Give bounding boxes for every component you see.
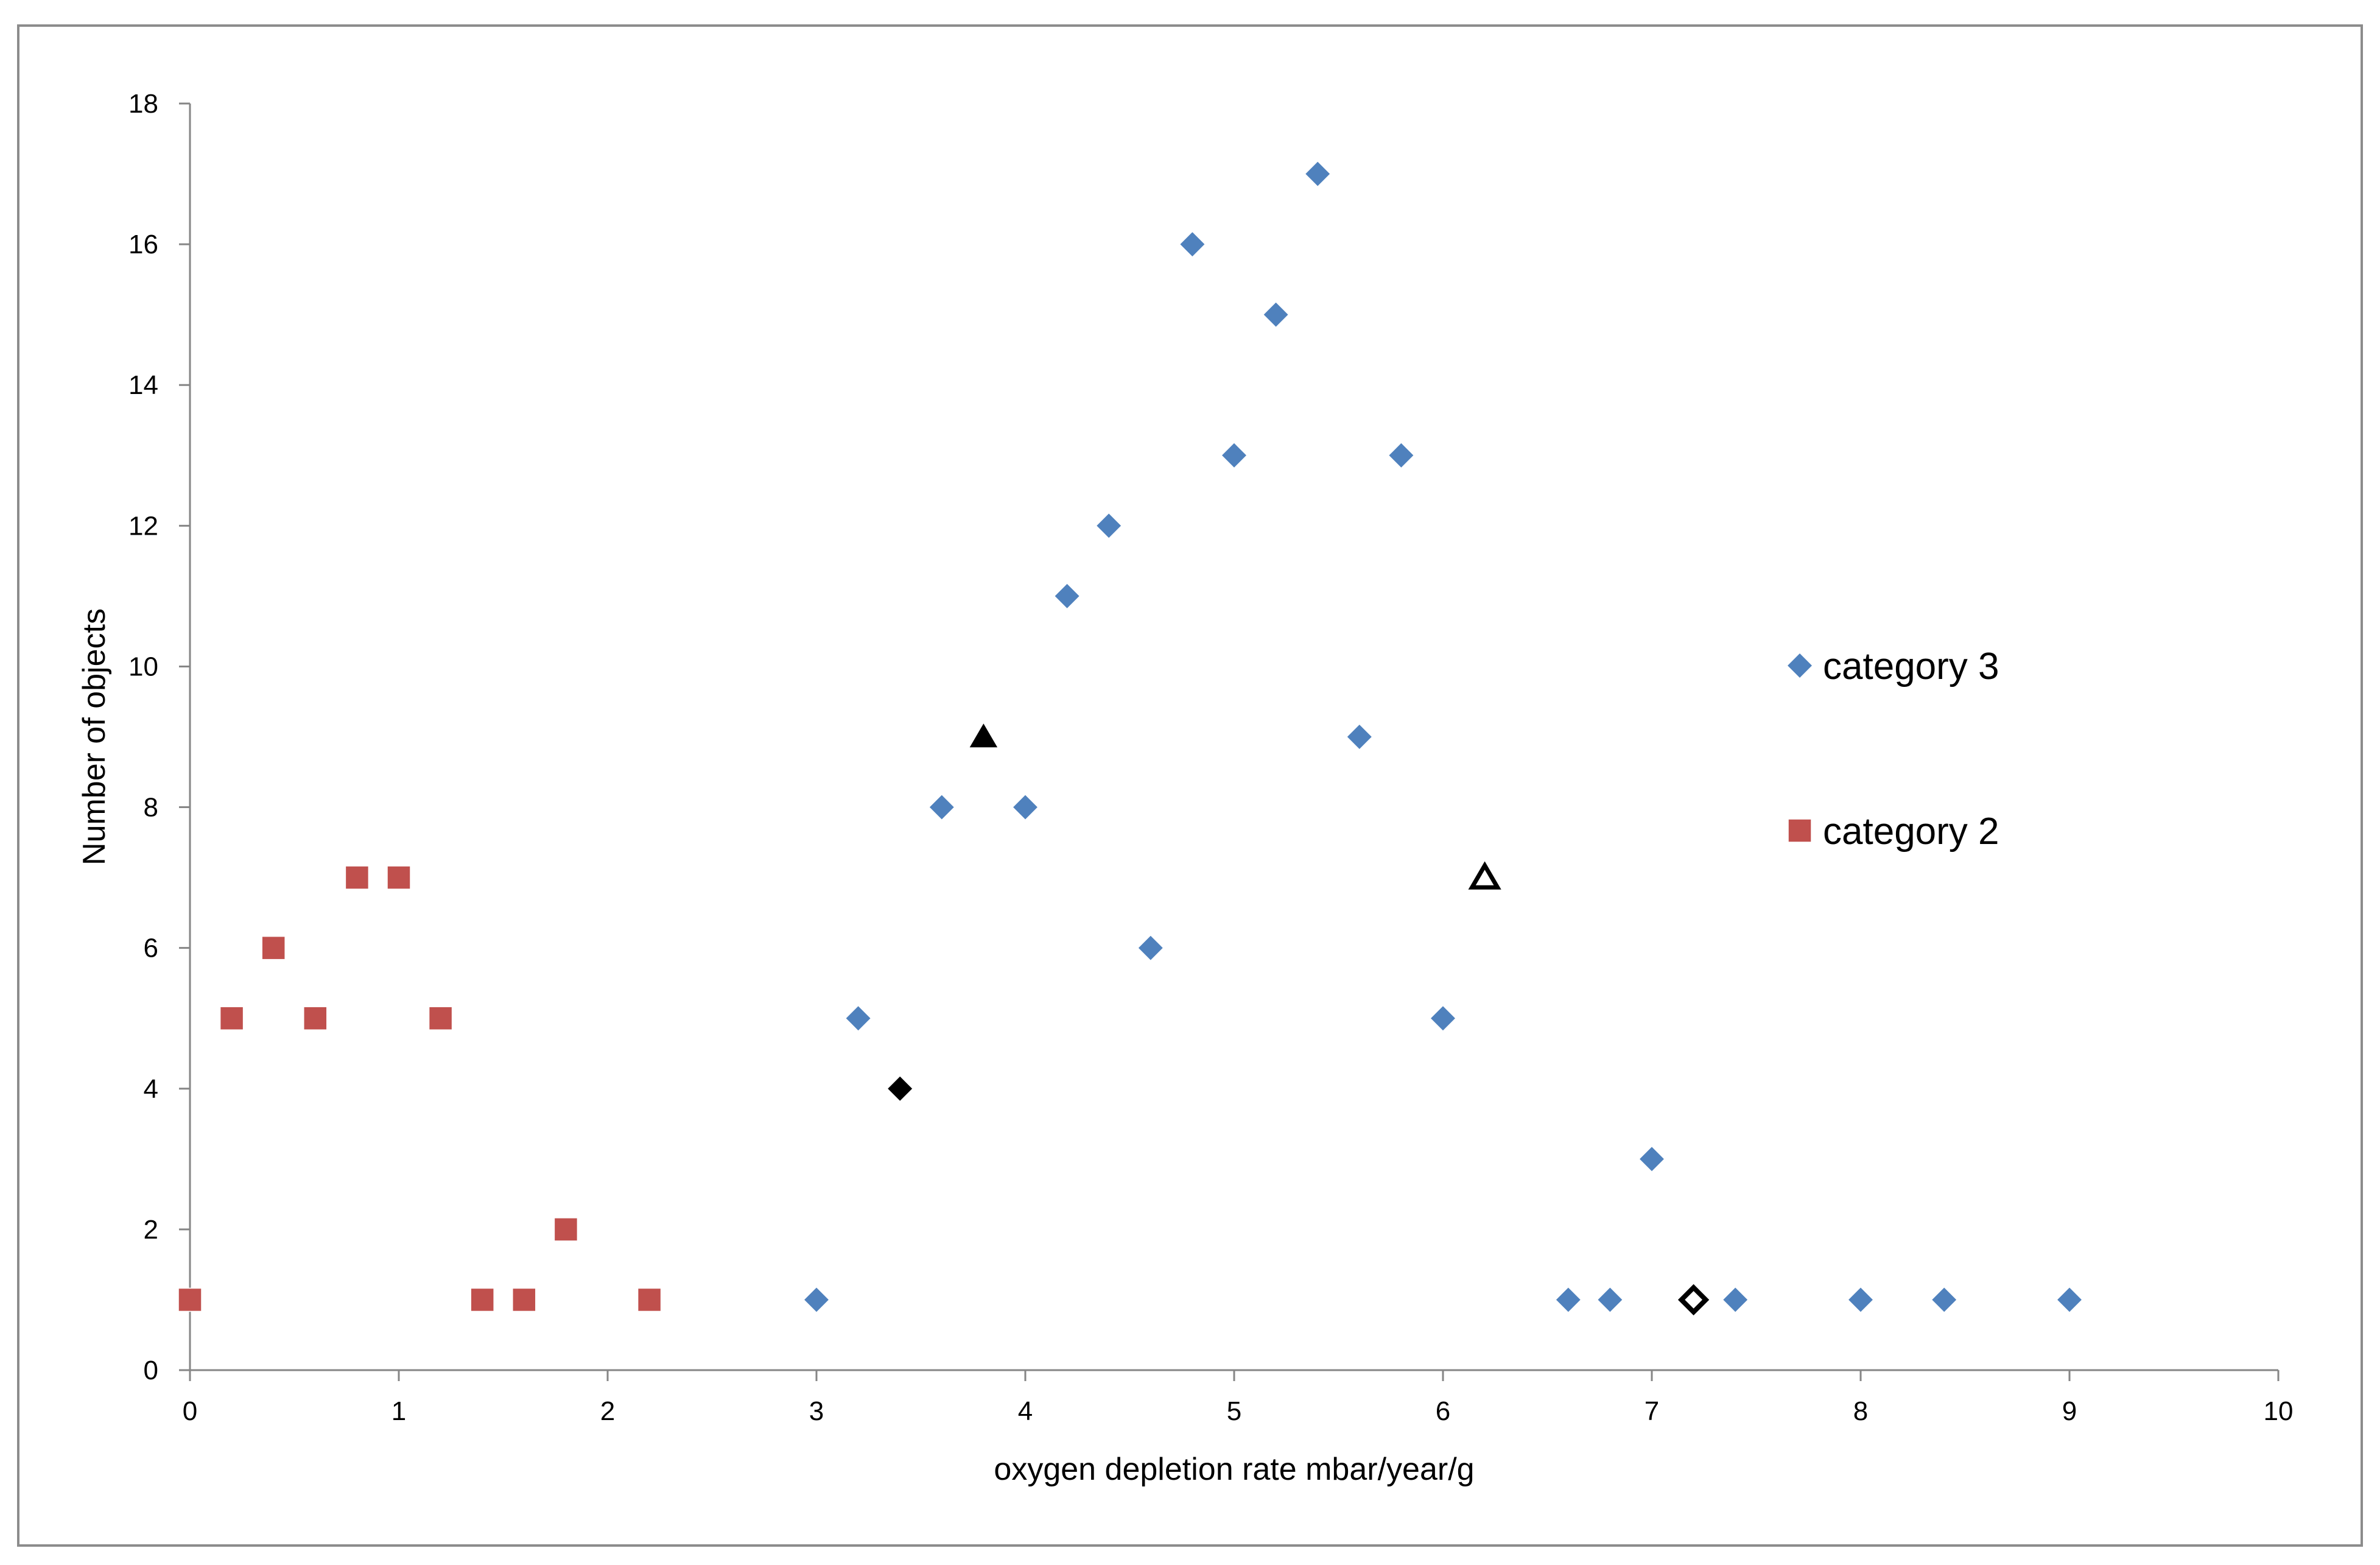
x-tick-label: 7 [1645, 1396, 1659, 1426]
category-3-point [1346, 723, 1373, 751]
filled-triangle-marker [969, 723, 998, 748]
y-tick-label: 8 [144, 793, 158, 823]
category-3-point [1596, 1286, 1624, 1314]
y-tick-label: 16 [128, 230, 158, 259]
category-2-point [303, 1006, 328, 1030]
legend-label-category-2: category 2 [1823, 811, 1999, 853]
category-3-point [1220, 441, 1248, 469]
category-2-point [428, 1006, 453, 1030]
category-3-point [1847, 1286, 1875, 1314]
category-2-point [553, 1217, 578, 1242]
x-tick-label: 1 [391, 1396, 406, 1426]
x-tick-label: 3 [809, 1396, 824, 1426]
category-3-point [1095, 512, 1123, 540]
category-3-point [1722, 1286, 1749, 1314]
category-2-point [512, 1287, 536, 1312]
category-3-point [1931, 1286, 1958, 1314]
x-tick-label: 8 [1853, 1396, 1868, 1426]
category-3-point [1179, 231, 1206, 258]
category-2-point [637, 1287, 662, 1312]
hollow-triangle-marker [1468, 861, 1501, 890]
legend-marker-category-3 [1786, 652, 1814, 680]
category-3-point [1388, 441, 1415, 469]
y-tick-label: 12 [128, 511, 158, 541]
x-tick-label: 10 [2264, 1396, 2294, 1426]
category-2-point [219, 1006, 244, 1030]
y-tick-label: 10 [128, 652, 158, 681]
x-tick-label: 5 [1227, 1396, 1241, 1426]
category-3-point [1262, 301, 1290, 328]
category-2-point [261, 935, 286, 960]
markers-layer [178, 160, 2083, 1316]
category-3-point [928, 793, 955, 821]
category-2-point [387, 865, 411, 890]
category-3-point [1137, 934, 1164, 962]
x-tick-label: 9 [2062, 1396, 2077, 1426]
category-3-point [1554, 1286, 1582, 1314]
x-tick-label: 2 [600, 1396, 615, 1426]
category-3-point [1429, 1005, 1457, 1032]
y-tick-label: 14 [128, 370, 158, 400]
category-3-point [1304, 160, 1332, 188]
hollow-diamond-marker [1677, 1284, 1710, 1316]
category-3-point [2055, 1286, 2083, 1314]
legend-label-category-3: category 3 [1823, 645, 1999, 688]
category-3-point [1053, 582, 1081, 610]
filled-diamond-marker [886, 1075, 914, 1102]
y-tick-label: 6 [144, 934, 158, 963]
x-tick-label: 6 [1436, 1396, 1450, 1426]
y-tick-label: 2 [144, 1215, 158, 1245]
category-3-point [844, 1005, 872, 1032]
category-2-point [178, 1287, 202, 1312]
x-axis-title: oxygen depletion rate mbar/year/g [994, 1452, 1474, 1487]
category-3-point [802, 1286, 830, 1314]
legend-marker-category-2 [1788, 818, 1812, 843]
chart-frame [17, 24, 2363, 1547]
x-tick-label: 4 [1018, 1396, 1033, 1426]
x-tick-label: 0 [183, 1396, 197, 1426]
y-tick-label: 4 [144, 1074, 158, 1104]
y-tick-label: 18 [128, 89, 158, 119]
category-2-point [470, 1287, 494, 1312]
y-axis-title: Number of objects [77, 608, 112, 865]
category-3-point [1638, 1145, 1666, 1173]
legend: category 3 category 2 [1786, 645, 1999, 853]
category-3-point [1011, 793, 1039, 821]
y-tick-label: 0 [144, 1356, 158, 1385]
category-2-point [345, 865, 370, 890]
